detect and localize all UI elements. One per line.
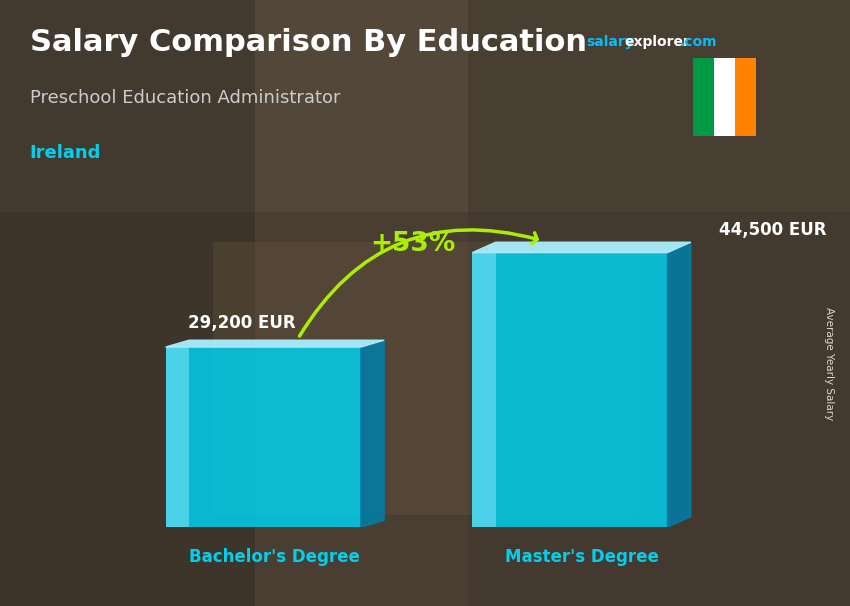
Bar: [473, 253, 496, 527]
Text: Ireland: Ireland: [30, 144, 101, 162]
Text: 44,500 EUR: 44,500 EUR: [719, 221, 826, 239]
Bar: [212, 242, 638, 515]
Text: Bachelor's Degree: Bachelor's Degree: [190, 548, 360, 565]
Text: Preschool Education Administrator: Preschool Education Administrator: [30, 90, 340, 107]
Text: Master's Degree: Master's Degree: [505, 548, 659, 565]
Text: Average Yearly Salary: Average Yearly Salary: [824, 307, 834, 420]
Bar: [468, 0, 850, 606]
Text: explorer: explorer: [625, 35, 690, 50]
Text: .com: .com: [680, 35, 717, 50]
Polygon shape: [166, 340, 384, 347]
Bar: [714, 58, 735, 136]
Bar: [693, 58, 714, 136]
Polygon shape: [360, 340, 384, 527]
Bar: [0, 0, 255, 606]
Text: 29,200 EUR: 29,200 EUR: [189, 314, 296, 331]
Bar: [166, 347, 189, 527]
Polygon shape: [473, 242, 691, 253]
Bar: [0, 0, 850, 212]
Text: +53%: +53%: [371, 231, 456, 257]
Bar: [735, 58, 756, 136]
Bar: [473, 253, 667, 527]
Text: salary: salary: [586, 35, 634, 50]
Polygon shape: [667, 242, 691, 527]
Bar: [166, 347, 360, 527]
Text: Salary Comparison By Education: Salary Comparison By Education: [30, 28, 586, 57]
